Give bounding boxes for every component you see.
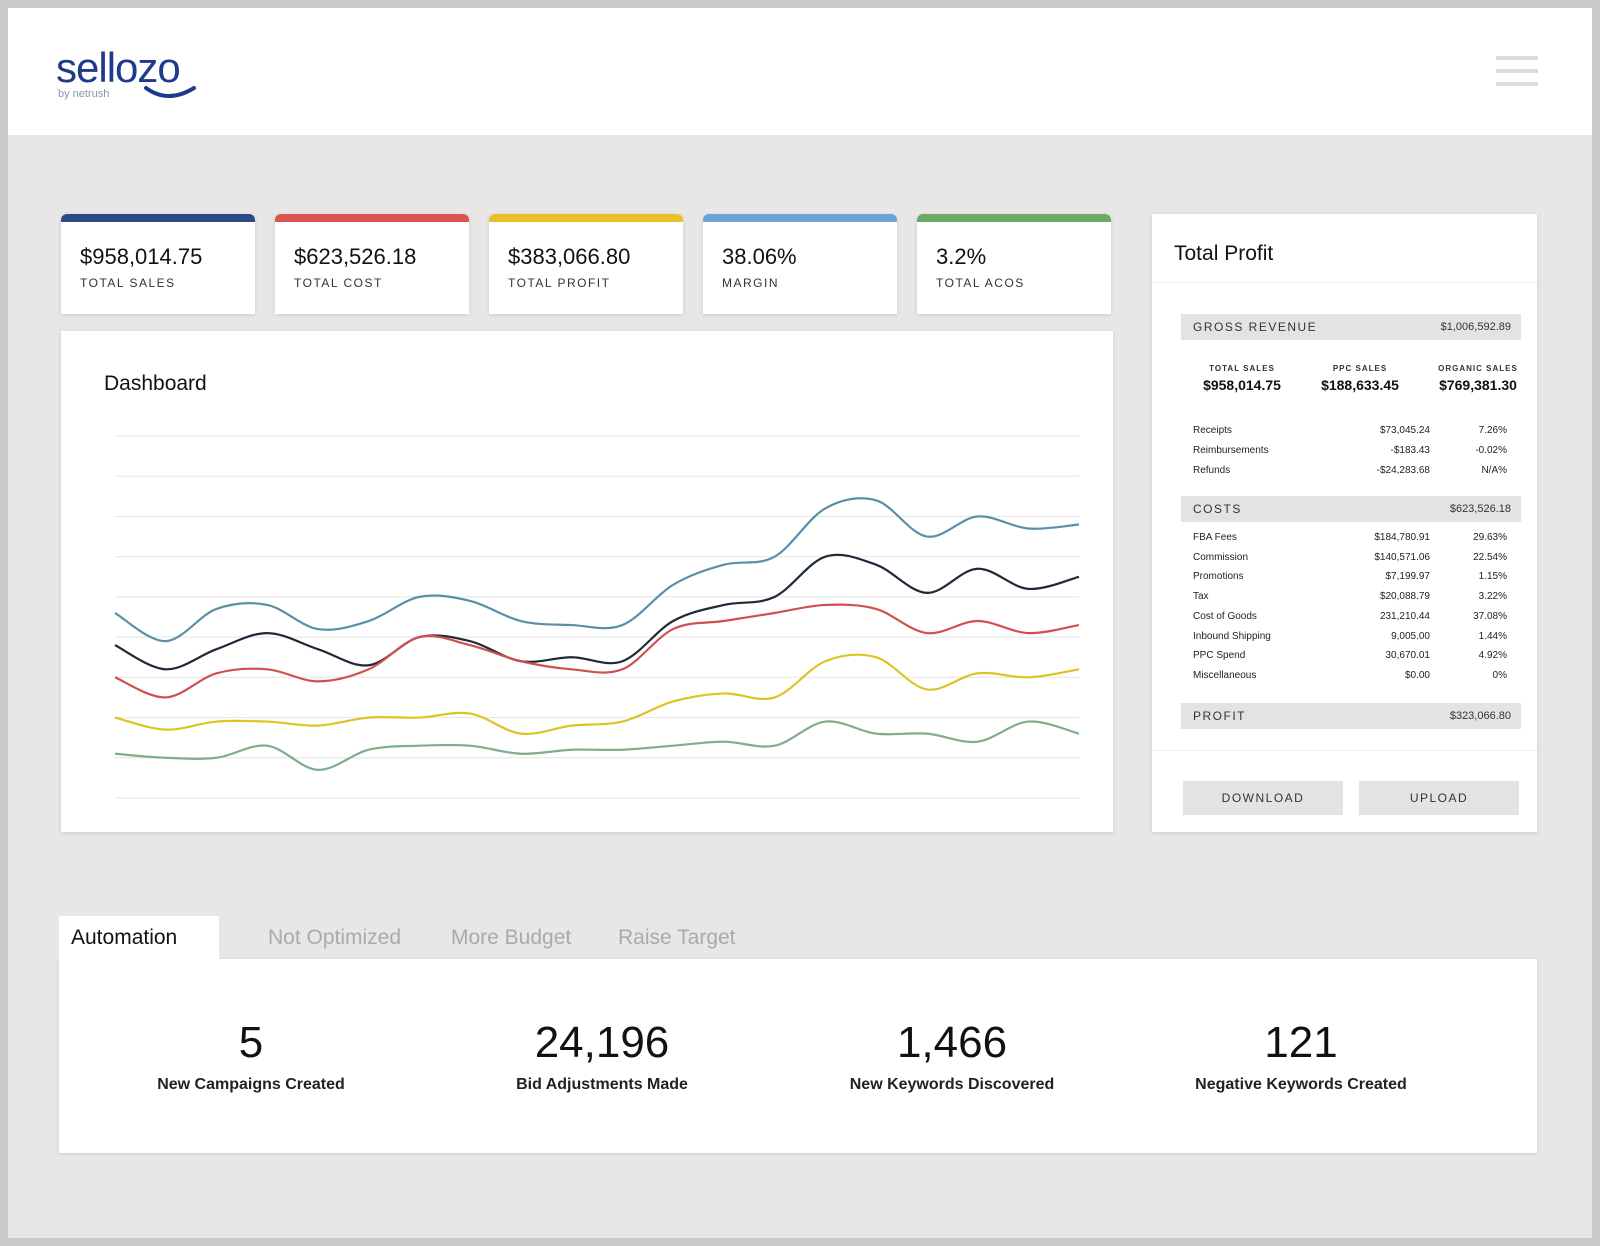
- row-percent: 0%: [1492, 669, 1507, 681]
- section-label: COSTS: [1193, 502, 1242, 516]
- stats-card: [59, 959, 1537, 1153]
- row-name: Inbound Shipping: [1193, 630, 1271, 642]
- row-amount: -$24,283.68: [1376, 465, 1430, 476]
- row-amount: 30,670.01: [1385, 650, 1431, 662]
- summary-value: $958,014.75: [1203, 377, 1281, 393]
- stat-label: Negative Keywords Created: [1195, 1076, 1407, 1093]
- kpi-value: $383,066.80: [508, 244, 631, 269]
- row-amount: $7,199.97: [1385, 571, 1431, 583]
- row-percent: N/A%: [1481, 465, 1507, 476]
- series-line: [114, 653, 1080, 736]
- row-amount: $184,780.91: [1374, 532, 1430, 543]
- row-name: Promotions: [1193, 571, 1244, 583]
- header: [8, 8, 1592, 135]
- row-name: FBA Fees: [1193, 532, 1237, 543]
- row-percent: 22.54%: [1473, 551, 1507, 563]
- button[interactable]: DOWNLOAD: [1183, 781, 1343, 815]
- series-line: [114, 603, 1080, 699]
- kpi-card: [275, 214, 469, 314]
- section-label: GROSS REVENUE: [1193, 320, 1318, 334]
- section-bar: [1181, 314, 1521, 340]
- series-line: [114, 720, 1080, 771]
- row-name: PPC Spend: [1193, 650, 1246, 662]
- kpi-card: [489, 214, 683, 314]
- kpi-card: [917, 214, 1111, 314]
- summary-value: $188,633.45: [1321, 377, 1399, 393]
- page: sellozo by netrush Dashboard Total Profi…: [8, 8, 1592, 1238]
- row-percent: 1.44%: [1478, 630, 1507, 642]
- divider: [1152, 282, 1537, 283]
- row-amount: 231,210.44: [1379, 610, 1430, 622]
- summary-label: ORGANIC SALES: [1438, 364, 1518, 373]
- row-amount: -$183.43: [1390, 445, 1430, 456]
- stat-label: New Keywords Discovered: [849, 1076, 1055, 1093]
- button[interactable]: UPLOAD: [1359, 781, 1519, 815]
- summary-value: $769,381.30: [1439, 377, 1517, 393]
- row-percent: 3.22%: [1478, 591, 1507, 603]
- row-name: Commission: [1193, 551, 1249, 563]
- chart-title: Dashboard: [104, 372, 207, 395]
- stat-value: 1,466: [896, 1018, 1008, 1067]
- tab[interactable]: Raise Target: [618, 926, 736, 949]
- summary-label: TOTAL SALES: [1209, 364, 1275, 373]
- active-tab-bg: [59, 916, 219, 966]
- row-name: Cost of Goods: [1193, 610, 1257, 622]
- section-bar: [1181, 496, 1521, 522]
- kpi-label: TOTAL COST: [294, 276, 383, 290]
- section-label: PROFIT: [1193, 709, 1246, 723]
- kpi-card: [703, 214, 897, 314]
- tab[interactable]: More Budget: [451, 926, 572, 949]
- stat-value: 5: [238, 1018, 264, 1067]
- kpi-value: 3.2%: [936, 244, 987, 269]
- series-line: [114, 553, 1080, 671]
- kpi-value: 38.06%: [722, 244, 797, 269]
- row-name: Reimbursements: [1193, 445, 1269, 456]
- section-bar: [1181, 703, 1521, 729]
- row-name: Receipts: [1193, 425, 1232, 436]
- kpi-label: MARGIN: [722, 276, 779, 290]
- summary-label: PPC SALES: [1332, 364, 1388, 373]
- kpi-value: $958,014.75: [80, 244, 203, 269]
- kpi-label: TOTAL SALES: [80, 276, 176, 290]
- tab[interactable]: Not Optimized: [268, 926, 402, 949]
- kpi-label: TOTAL ACOS: [936, 276, 1025, 290]
- row-percent: 1.15%: [1478, 571, 1507, 583]
- section-value: $1,006,592.89: [1440, 321, 1511, 333]
- row-percent: 7.26%: [1478, 425, 1507, 436]
- stat-value: 121: [1264, 1018, 1338, 1067]
- series-line: [114, 497, 1080, 643]
- kpi-label: TOTAL PROFIT: [508, 276, 611, 290]
- row-amount: $20,088.79: [1379, 591, 1430, 603]
- stat-label: Bid Adjustments Made: [516, 1076, 688, 1093]
- line-chart: [114, 435, 1080, 799]
- logo-smile: [144, 86, 196, 98]
- logo[interactable]: sellozo: [56, 44, 181, 91]
- row-amount: $0.00: [1404, 669, 1430, 681]
- stat-label: New Campaigns Created: [157, 1076, 345, 1093]
- menu-icon[interactable]: [1496, 54, 1540, 90]
- stat-value: 24,196: [534, 1018, 670, 1067]
- profit-panel: [1152, 214, 1537, 832]
- row-name: Refunds: [1193, 465, 1231, 476]
- row-name: Tax: [1193, 591, 1209, 603]
- kpi-value: $623,526.18: [294, 244, 417, 269]
- row-amount: $140,571.06: [1374, 551, 1430, 563]
- tab[interactable]: Automation: [71, 926, 178, 949]
- section-value: $323,066.80: [1449, 710, 1511, 722]
- row-percent: -0.02%: [1475, 445, 1507, 456]
- row-percent: 4.92%: [1478, 650, 1507, 662]
- row-amount: 9,005.00: [1391, 630, 1430, 642]
- logo-sub: by netrush: [58, 88, 110, 100]
- kpi-card: [61, 214, 255, 314]
- divider: [1152, 750, 1537, 751]
- row-amount: $73,045.24: [1379, 425, 1430, 436]
- profit-title: Total Profit: [1174, 242, 1274, 265]
- row-name: Miscellaneous: [1193, 669, 1257, 681]
- section-value: $623,526.18: [1449, 503, 1511, 515]
- row-percent: 29.63%: [1473, 532, 1507, 543]
- row-percent: 37.08%: [1473, 610, 1507, 622]
